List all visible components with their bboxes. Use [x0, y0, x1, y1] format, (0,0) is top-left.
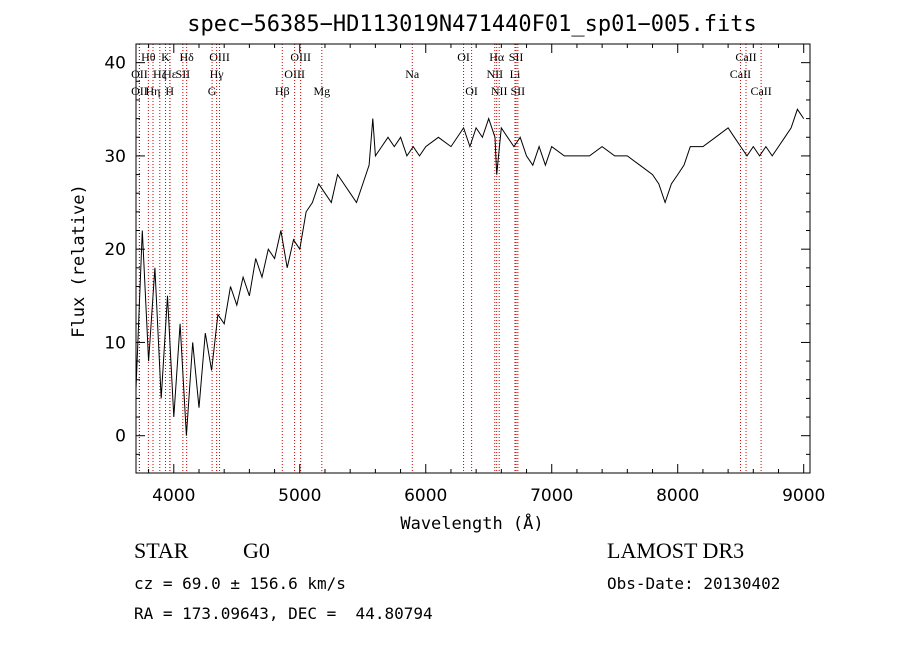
- spectral-line-label: CaII: [730, 67, 751, 81]
- spectral-line-label: SII: [511, 84, 526, 98]
- x-tick-label: 8000: [656, 486, 699, 506]
- y-axis-label: Flux (relative): [69, 184, 89, 338]
- y-tick-label: 0: [115, 427, 126, 447]
- spectral-line-label: Hη: [146, 84, 161, 98]
- y-tick-label: 40: [104, 54, 126, 74]
- spectral-line-label: CaII: [750, 84, 771, 98]
- y-tick-label: 20: [104, 240, 126, 260]
- spectral-line-label: OIII: [284, 67, 305, 81]
- spectral-line-label: Hγ: [210, 67, 225, 81]
- x-tick-label: 4000: [152, 486, 195, 506]
- x-axis-label: Wavelength (Å): [400, 512, 543, 534]
- spectral-line-label: K: [161, 50, 170, 64]
- axis-ticks: 4000 5000 6000 7000 8000 9000 0 10 20 30 40: [104, 43, 825, 506]
- flux-series-line: [135, 108, 805, 436]
- spectral-line-label: SII: [176, 67, 191, 81]
- survey-name: LAMOST DR3: [607, 538, 745, 563]
- spectral-line-label: SII: [509, 50, 524, 64]
- spectral-line-label: Mg: [313, 84, 330, 98]
- chart-title: spec−56385−HD113019N471440F01_sp01−005.f…: [187, 12, 757, 37]
- spectral-line-label: Li: [510, 67, 521, 81]
- y-tick-label: 10: [104, 333, 126, 353]
- ra-dec-coordinates: RA = 173.09643, DEC = 44.80794: [134, 604, 433, 623]
- spectral-line-label: Hδ: [179, 50, 194, 64]
- object-subclass: G0: [243, 538, 270, 563]
- x-tick-label: 9000: [782, 486, 825, 506]
- spectral-line-label: OIII: [209, 50, 230, 64]
- spectral-line-label: NII: [491, 84, 508, 98]
- spectral-line-label: Hα: [489, 50, 505, 64]
- spectral-line-label: CaII: [735, 50, 756, 64]
- spectral-line-label: Hζ: [153, 67, 167, 81]
- observation-date: Obs-Date: 20130402: [607, 574, 781, 593]
- spectrum-series: [135, 108, 805, 436]
- spectral-line-label: OIII: [290, 50, 311, 64]
- x-tick-label: 6000: [404, 486, 447, 506]
- spectral-line-label: OI: [465, 84, 478, 98]
- redshift-velocity: cz = 69.0 ± 156.6 km/s: [134, 574, 346, 593]
- spectral-line-label: OI: [457, 50, 470, 64]
- spectral-line-label: H: [165, 84, 174, 98]
- object-class: STAR: [134, 538, 189, 563]
- spectral-line-label: NII: [486, 67, 503, 81]
- y-tick-label: 30: [104, 147, 126, 167]
- spectral-line-label: Na: [405, 67, 420, 81]
- spectral-line-label: G: [208, 84, 217, 98]
- x-tick-label: 7000: [530, 486, 573, 506]
- spectral-line-label: Hβ: [275, 84, 290, 98]
- plot-frame: [135, 43, 811, 474]
- x-tick-label: 5000: [278, 486, 321, 506]
- spectral-line-label: Hθ: [141, 50, 156, 64]
- spectral-line-label: OII: [131, 84, 148, 98]
